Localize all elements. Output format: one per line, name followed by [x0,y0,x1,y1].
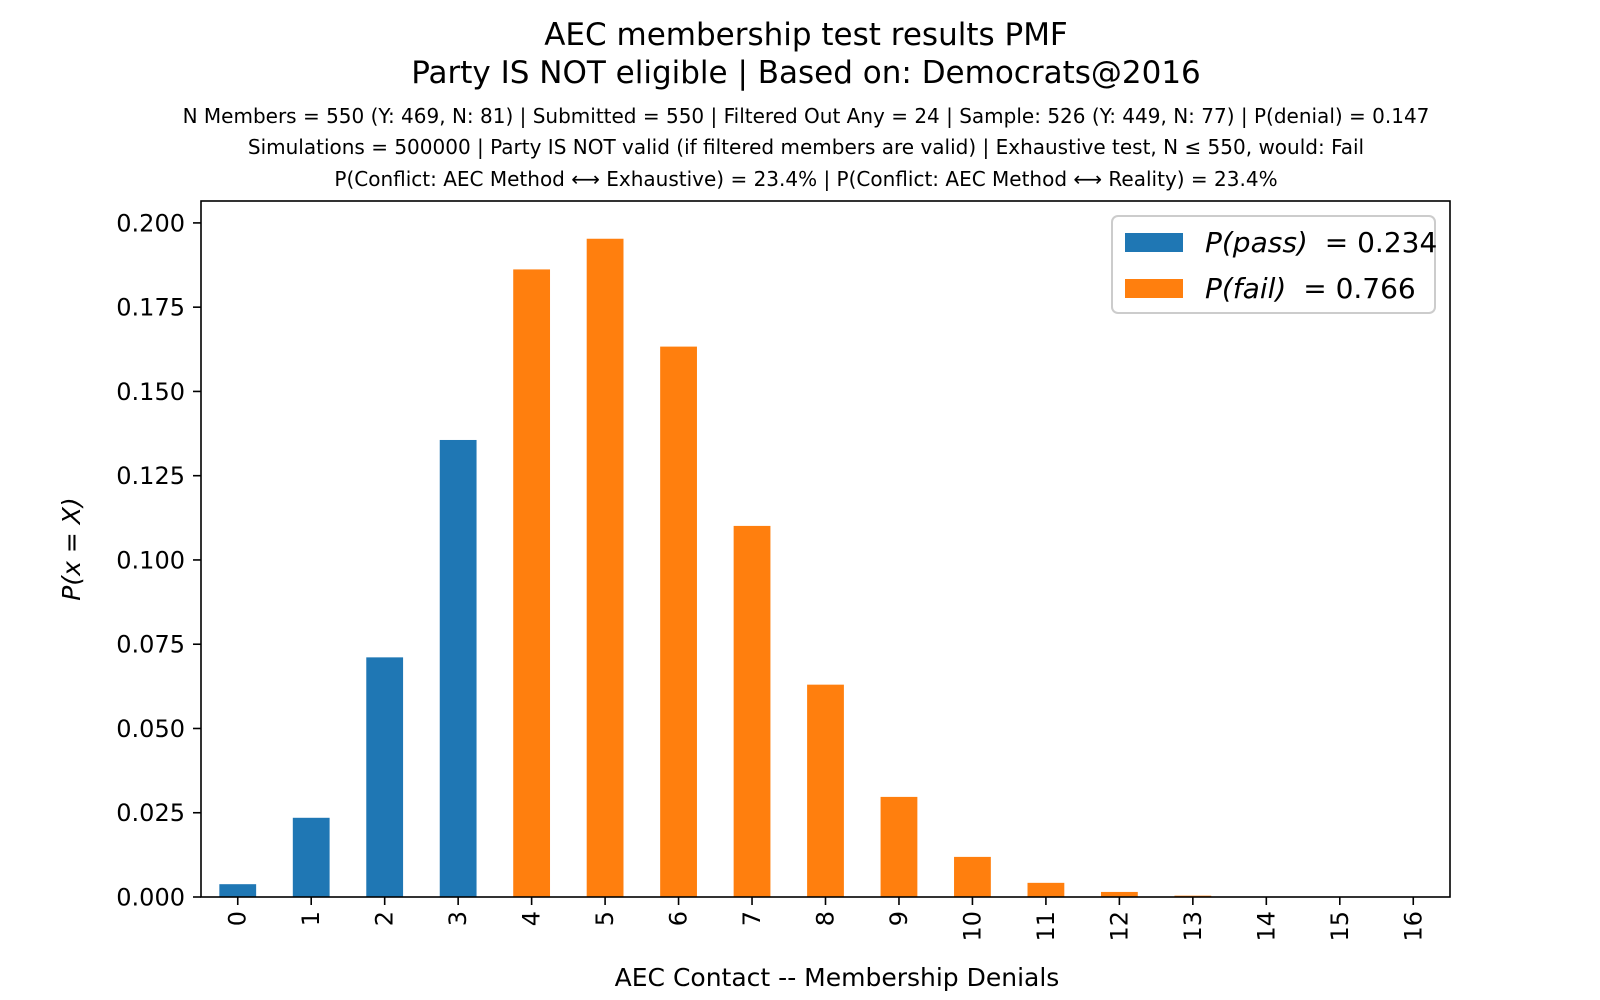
y-tick-label-0.125: 0.125 [116,462,185,490]
chart-info-line-1: N Members = 550 (Y: 469, N: 81) | Submit… [183,104,1430,128]
x-tick-label-12: 12 [1105,911,1133,942]
bar-fail-6 [660,346,697,898]
bar-fail-5 [586,238,624,897]
bar-fail-7 [733,525,771,897]
bar-fail-10 [954,856,991,897]
legend-label-fail: P(fail) = 0.766 [1205,272,1416,305]
x-tick-label-13: 13 [1179,911,1207,942]
bar-pass-3 [439,439,477,897]
y-axis-label: P(x = X) [57,497,86,600]
chart-info-line-3: P(Conflict: AEC Method ⟷ Exhaustive) = 2… [334,167,1277,191]
x-tick-label-11: 11 [1032,911,1060,942]
y-tick-label-0.000: 0.000 [116,884,185,912]
bar-pass-0 [219,884,257,897]
legend-pass-prefix: P(pass) [1205,226,1308,259]
y-axis: 0.000 0.025 0.050 0.075 0.100 0.125 0.150 0.175… [116,209,201,912]
x-tick-label-8: 8 [812,911,840,926]
chart-info-line-2: Simulations = 500000 | Party IS NOT vali… [248,135,1364,159]
bar-fail-9 [880,796,918,897]
y-tick-label-0.100: 0.100 [116,546,185,574]
x-tick-label-1: 1 [297,911,325,926]
y-tick-label-0.150: 0.150 [116,378,185,406]
y-tick-label-0.175: 0.175 [116,294,185,322]
bars-group [219,238,1432,898]
y-tick-label-0.050: 0.050 [116,715,185,743]
x-tick-label-9: 9 [885,911,913,926]
x-tick-label-0: 0 [224,911,252,926]
legend-pass-value: = 0.234 [1325,226,1438,259]
x-tick-label-2: 2 [371,911,399,926]
x-tick-label-16: 16 [1399,911,1427,942]
x-tick-label-15: 15 [1326,911,1354,942]
x-axis-label: AEC Contact -- Membership Denials [615,963,1060,992]
legend-swatch-pass [1125,233,1183,252]
bar-fail-8 [807,684,844,897]
chart-subtitle: Party IS NOT eligible | Based on: Democr… [411,55,1201,91]
x-tick-label-4: 4 [518,911,546,926]
bar-fail-11 [1027,882,1065,897]
legend: P(pass) = 0.234 P(fail) = 0.766 [1111,215,1437,314]
y-tick-label-0.025: 0.025 [116,799,185,827]
bar-pass-1 [292,817,330,897]
legend-box [1111,215,1436,314]
bar-fail-4 [513,269,551,897]
y-tick-label-0.200: 0.200 [116,209,185,237]
plot-frame [200,200,1451,898]
x-tick-label-3: 3 [444,911,472,926]
legend-fail-prefix: P(fail) [1205,272,1286,305]
x-tick-label-14: 14 [1252,911,1280,942]
y-tick-label-0.075: 0.075 [116,631,185,659]
legend-swatch-fail [1125,279,1183,298]
x-tick-label-7: 7 [738,911,766,926]
legend-fail-value: = 0.766 [1303,272,1416,305]
x-tick-label-5: 5 [591,911,619,926]
chart-title: AEC membership test results PMF [544,17,1068,53]
x-tick-label-6: 6 [665,911,693,926]
x-tick-label-10: 10 [958,911,986,942]
bar-fail-12 [1100,891,1138,897]
bar-pass-2 [366,657,404,897]
legend-label-pass: P(pass) = 0.234 [1205,226,1437,259]
x-axis: 0 1 2 3 4 5 6 7 8 9 10 11 12 13 14 15 16 [224,897,1427,942]
